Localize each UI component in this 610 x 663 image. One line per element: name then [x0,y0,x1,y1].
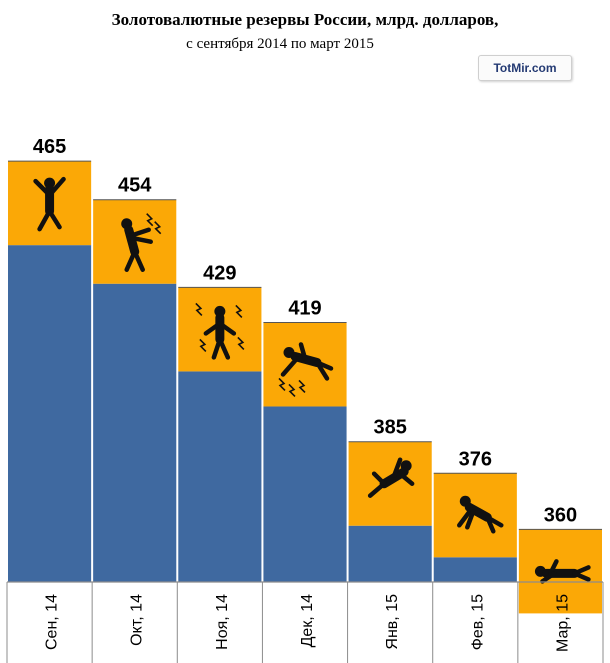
data-label-6: 376 [459,448,492,470]
x-tick-label-6: Фев, 15 [469,594,486,650]
x-tick-label-7: Мар, 15 [554,594,571,652]
data-label-4: 419 [288,297,321,319]
bar-1 [8,245,92,582]
falling-man-icon [278,342,334,398]
bar-3 [178,371,262,582]
bar-2 [93,283,177,582]
bar-5 [348,525,432,582]
lying-man-icon [534,559,591,584]
bar-cap-4 [263,322,347,407]
x-tick-label-4: Дек, 14 [299,594,316,648]
chart-subtitle: с сентября 2014 по март 2015 [186,36,374,52]
electrocuted-man-icon [195,302,245,360]
jumping-man-icon [33,176,66,232]
tumbling-man-icon [367,457,415,498]
data-label-1: 465 [33,136,66,158]
bar-4 [263,406,347,582]
data-label-3: 429 [203,262,236,284]
data-label-7: 360 [544,504,577,526]
x-tick-label-2: Окт, 14 [129,594,146,646]
x-tick-label-5: Янв, 15 [384,594,401,650]
crawling-man-icon [457,495,504,534]
shocked-man-icon [121,213,162,272]
data-label-5: 385 [373,417,406,439]
watermark-badge[interactable]: TotMir.com [478,55,572,81]
data-label-2: 454 [118,175,152,197]
x-tick-label-3: Ноя, 14 [214,594,231,650]
bar-6 [433,557,517,582]
chart-title: Золотовалютные резервы России, млрд. дол… [111,10,499,29]
x-tick-label-1: Сен, 14 [44,594,61,650]
